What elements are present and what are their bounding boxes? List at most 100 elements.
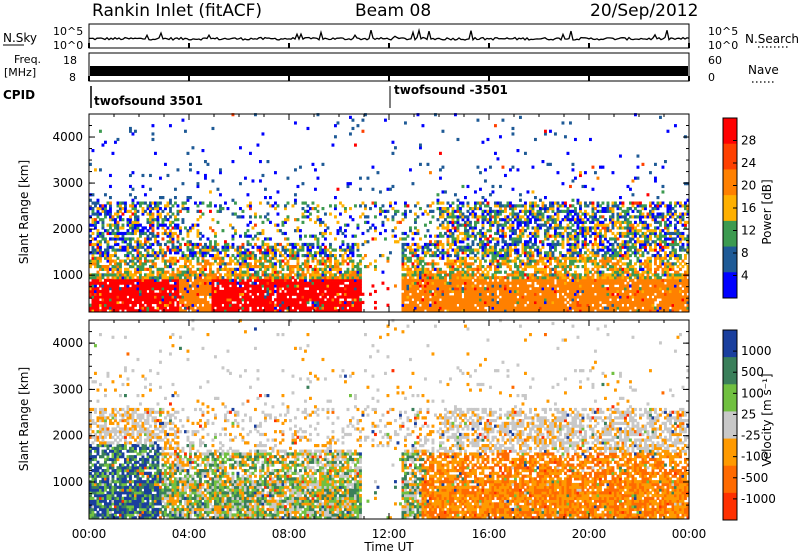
echo-cell [304, 281, 307, 285]
echo-cell [301, 220, 305, 224]
echo-cell [566, 292, 570, 296]
echo-cell [96, 248, 100, 252]
echo-cell [119, 267, 122, 271]
echo-cell [139, 265, 142, 269]
echo-cell [554, 284, 557, 288]
echo-cell [526, 240, 530, 244]
echo-cell [89, 259, 92, 263]
echo-cell [144, 300, 147, 305]
echo-cell [224, 309, 227, 313]
echo-cell [524, 309, 527, 313]
echo-cell [504, 218, 507, 222]
echo-cell [114, 218, 117, 222]
echo-cell [134, 298, 137, 302]
echo-cell [309, 273, 312, 277]
echo-cell [104, 140, 107, 144]
echo-cell [419, 292, 422, 296]
echo-cell [324, 267, 327, 271]
echo-cell [151, 265, 155, 269]
echo-cell [514, 281, 517, 285]
echo-cell [546, 242, 550, 247]
echo-cell [544, 300, 547, 305]
echo-cell [491, 254, 495, 258]
echo-cell [226, 207, 230, 211]
echo-cell [146, 237, 150, 241]
echo-cell [439, 240, 442, 244]
echo-cell [144, 262, 147, 266]
echo-cell [529, 298, 532, 302]
echo-cell [536, 276, 540, 280]
echo-cell [456, 278, 460, 282]
echo-cell [494, 281, 497, 285]
echo-cell [516, 298, 520, 302]
echo-cell [461, 204, 465, 208]
echo-cell [451, 270, 455, 274]
echo-cell [211, 287, 215, 291]
echo-cell [194, 289, 197, 294]
echo-cell [569, 220, 572, 224]
echo-cell [249, 215, 252, 219]
echo-cell [416, 113, 420, 117]
echo-cell [156, 201, 160, 205]
echo-cell [199, 284, 202, 288]
echo-cell [316, 251, 320, 255]
echo-cell [189, 276, 192, 280]
echo-cell [204, 295, 207, 299]
echo-cell [554, 300, 557, 305]
echo-cell [476, 231, 480, 236]
echo-cell [346, 242, 350, 247]
echo-cell [164, 281, 167, 285]
echo-cell [241, 256, 245, 260]
echo-cell [434, 284, 437, 288]
echo-cell [159, 295, 162, 299]
echo-cell [224, 240, 227, 244]
echo-cell [456, 265, 460, 269]
echo-cell [149, 278, 152, 282]
echo-cell [544, 278, 547, 282]
echo-cell [214, 289, 217, 294]
echo-cell [481, 245, 485, 249]
echo-cell [231, 259, 235, 263]
echo-cell [351, 218, 355, 222]
echo-cell [489, 259, 492, 263]
echo-cell [451, 231, 455, 236]
echo-cell [324, 287, 327, 291]
echo-cell [261, 229, 265, 233]
echo-cell [149, 276, 152, 280]
echo-cell [94, 201, 97, 205]
echo-cell [249, 151, 252, 155]
echo-cell [536, 254, 540, 258]
echo-cell [554, 289, 557, 294]
echo-cell [241, 276, 245, 280]
echo-cell [499, 265, 502, 269]
echo-cell [504, 259, 507, 263]
echo-cell [234, 292, 237, 296]
echo-cell [416, 215, 420, 219]
echo-cell [114, 303, 117, 307]
echo-cell [251, 254, 255, 258]
echo-cell [104, 273, 107, 277]
echo-cell [446, 212, 450, 216]
echo-cell [166, 287, 170, 291]
echo-cell [454, 215, 457, 219]
echo-cell [386, 259, 390, 263]
echo-cell [114, 267, 117, 271]
echo-cell [139, 298, 142, 302]
echo-cell [486, 270, 490, 274]
echo-cell [344, 273, 347, 277]
echo-cell [401, 212, 405, 216]
echo-cell [526, 254, 530, 258]
echo-cell [286, 278, 290, 282]
echo-cell [349, 276, 352, 280]
echo-cell [384, 118, 387, 122]
echo-cell [446, 306, 450, 310]
echo-cell [429, 276, 432, 280]
echo-cell [551, 240, 555, 244]
echo-cell [326, 254, 330, 258]
echo-cell [526, 245, 530, 249]
echo-cell [339, 295, 342, 299]
echo-cell [131, 212, 135, 216]
echo-cell [436, 281, 440, 285]
echo-cell [239, 248, 242, 252]
echo-cell [269, 289, 272, 294]
